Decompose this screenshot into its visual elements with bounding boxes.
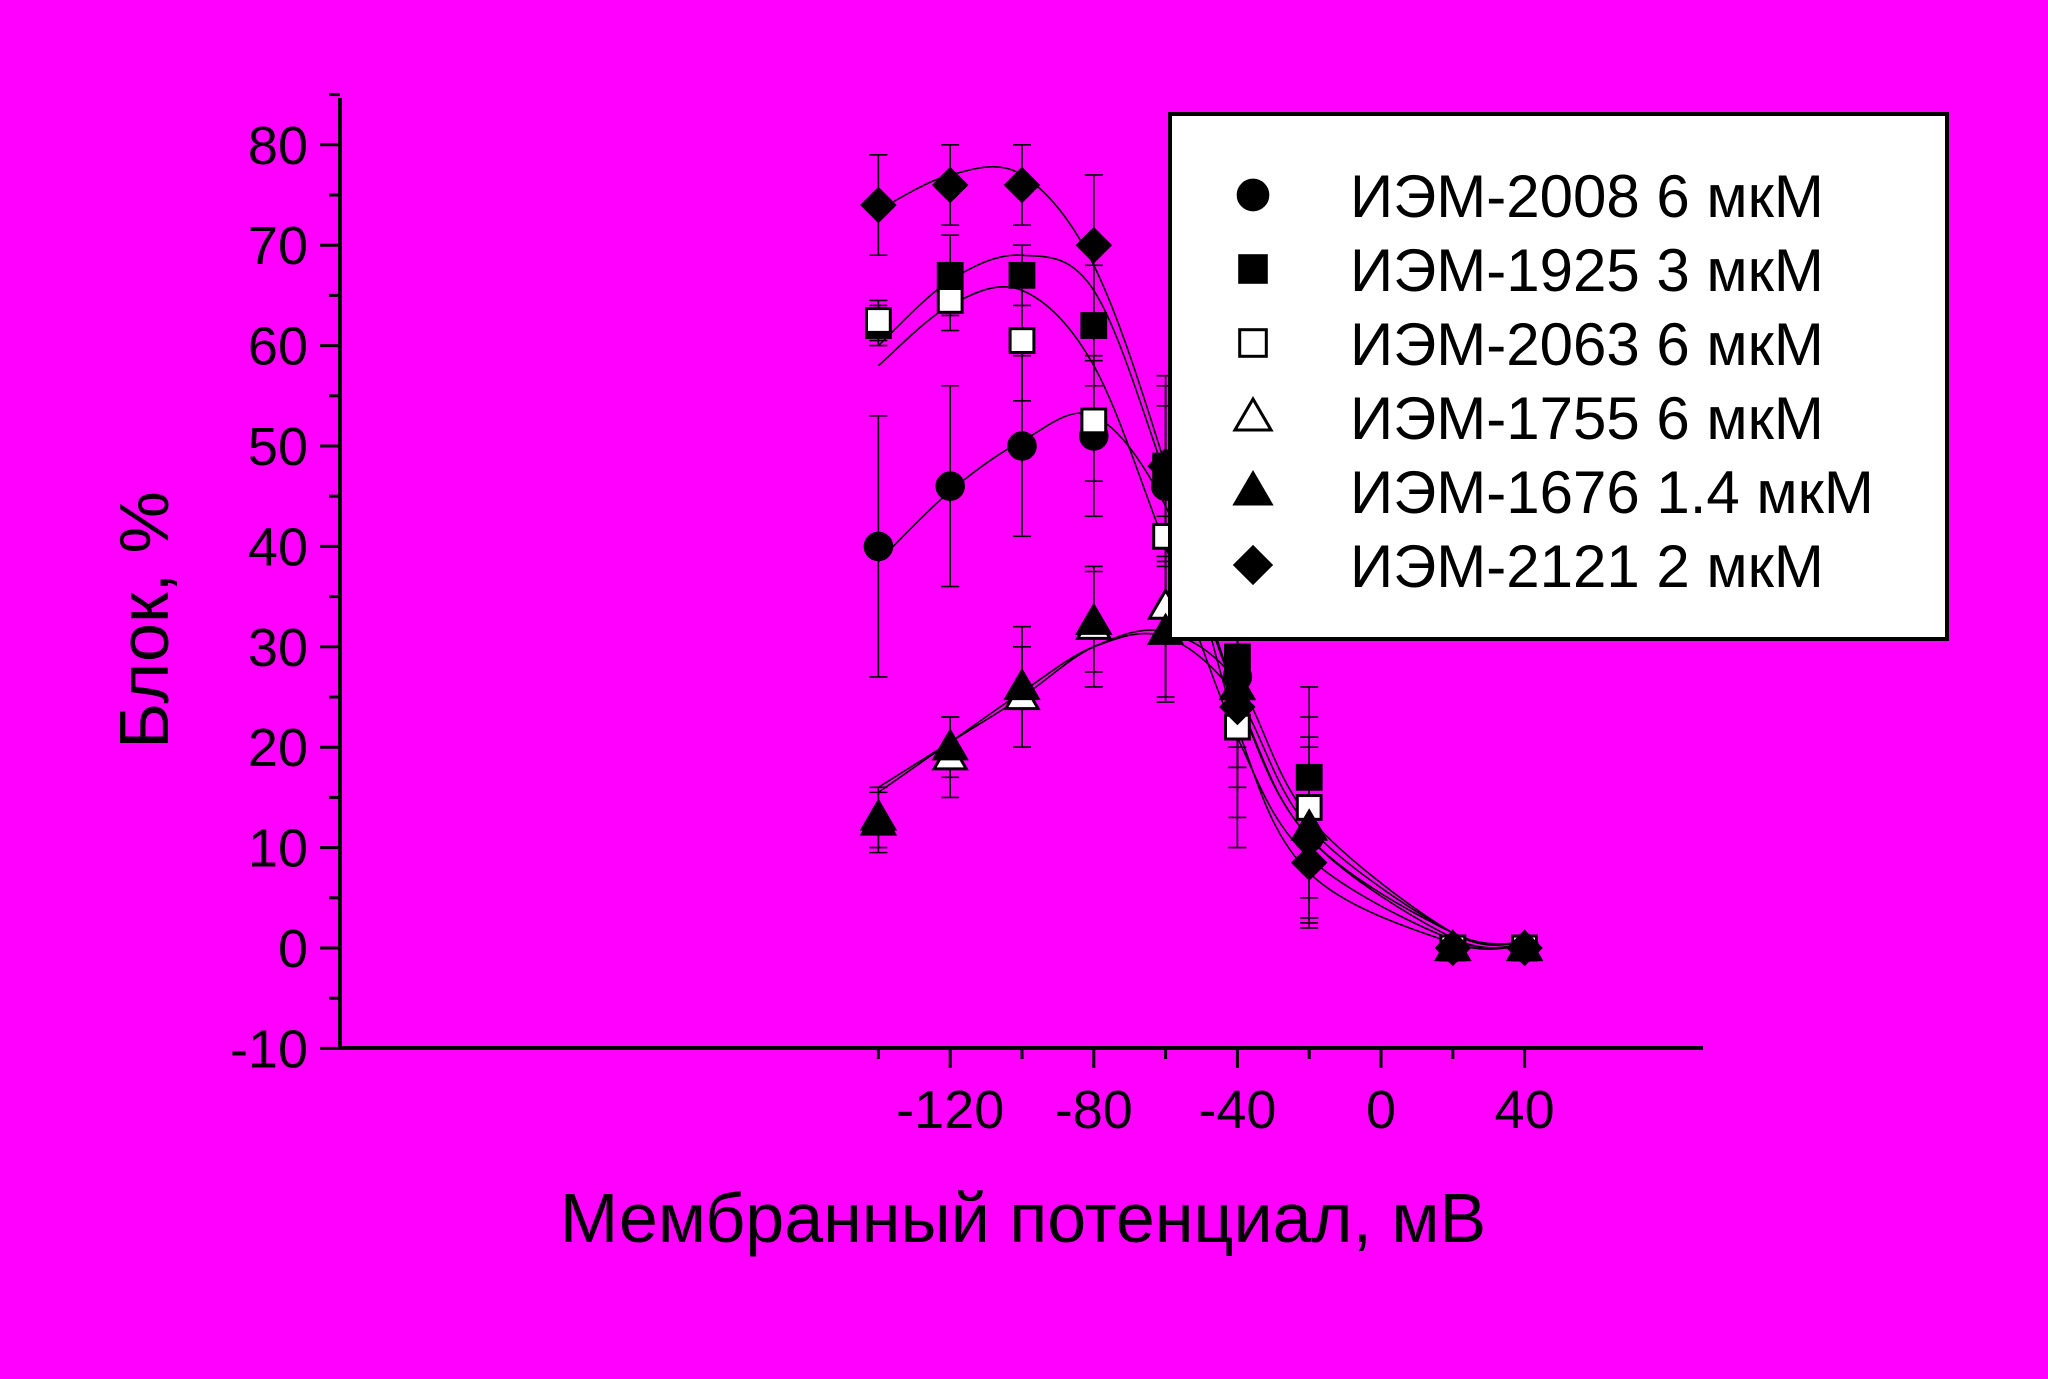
- data-point: [1219, 688, 1256, 726]
- legend-marker: [1232, 544, 1274, 586]
- data-point: [1080, 312, 1108, 339]
- x-tick-label: -40: [1198, 1080, 1276, 1140]
- x-tick-label: 0: [1366, 1080, 1396, 1140]
- data-point: [935, 471, 965, 501]
- data-point: [860, 186, 897, 224]
- data-point: [1080, 407, 1108, 435]
- data-point: [1075, 226, 1113, 264]
- y-tick-label: 10: [248, 819, 308, 879]
- legend-label: ИЭМ-2063 6 мкМ: [1350, 311, 1824, 378]
- x-tick-label: -80: [1055, 1080, 1133, 1140]
- data-point: [865, 307, 892, 334]
- legend-marker: [1238, 328, 1268, 358]
- data-point: [1003, 166, 1041, 204]
- legend-label: ИЭМ-2121 2 мкМ: [1350, 533, 1824, 600]
- y-tick-label: 20: [248, 718, 308, 778]
- x-tick-label: 40: [1495, 1080, 1555, 1140]
- data-point: [1007, 431, 1037, 461]
- y-tick-label: 80: [248, 116, 308, 176]
- data-point: [1434, 929, 1472, 967]
- data-point: [1008, 261, 1036, 289]
- y-tick-label: -10: [230, 1019, 308, 1079]
- y-axis-label: Блок, %: [105, 491, 183, 748]
- y-tick-label: 0: [278, 919, 308, 979]
- data-point: [1290, 844, 1328, 881]
- y-tick-label: 60: [248, 317, 308, 377]
- data-point: [1295, 763, 1323, 791]
- data-point: [1506, 929, 1543, 967]
- fit-curve: [877, 632, 1525, 946]
- legend-marker: [1232, 469, 1274, 506]
- data-point: [1003, 667, 1041, 701]
- y-tick-label: 70: [248, 216, 308, 276]
- data-point: [1290, 808, 1328, 841]
- data-point: [931, 166, 969, 204]
- legend-label: ИЭМ-1676 1.4 мкМ: [1350, 459, 1874, 526]
- data-point: [1224, 643, 1251, 671]
- y-tick-label: 50: [248, 417, 308, 477]
- legend-box: [1168, 112, 1949, 641]
- y-tick-label: 40: [248, 517, 308, 577]
- legend-marker: [1236, 178, 1270, 212]
- legend-marker: [1238, 254, 1268, 284]
- x-tick-label: -120: [896, 1080, 1004, 1140]
- data-point: [863, 531, 894, 562]
- legend-label: ИЭМ-2008 6 мкМ: [1350, 163, 1824, 230]
- x-axis-label: Мембранный потенциал, мВ: [560, 1179, 1486, 1257]
- data-point: [931, 728, 969, 761]
- y-tick-label: 30: [248, 618, 308, 678]
- data-point: [1008, 327, 1036, 354]
- legend-label: ИЭМ-1925 3 мкМ: [1350, 237, 1824, 304]
- data-point: [859, 803, 898, 836]
- data-point: [936, 287, 964, 314]
- legend-marker: [1232, 395, 1274, 432]
- legend: ИЭМ-2008 6 мкМ ИЭМ-1925 3 мкМ ИЭМ-2063 6 м…: [1168, 112, 1949, 641]
- data-point: [1075, 602, 1113, 635]
- data-point: [936, 261, 964, 289]
- legend-label: ИЭМ-1755 6 мкМ: [1350, 385, 1824, 452]
- axes: -10 0 10 20 30 40 50 60 70 80 -120 -80 -40 0 40: [230, 93, 1703, 1140]
